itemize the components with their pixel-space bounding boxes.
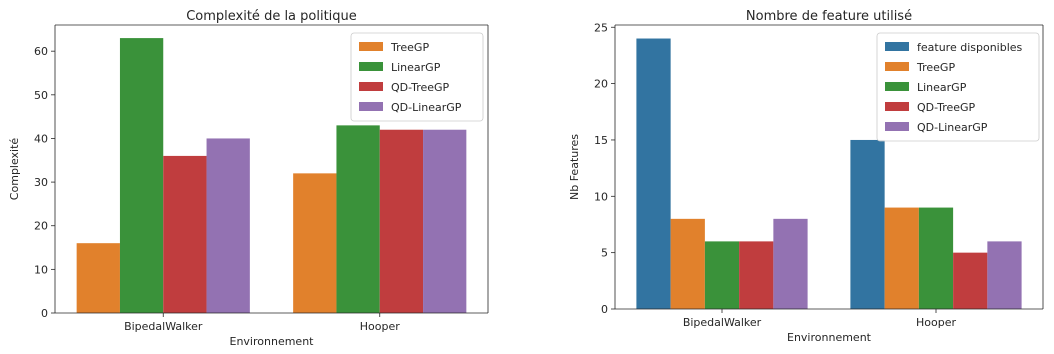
legend-label: QD-LinearGP (917, 121, 988, 134)
x-axis-label: Environnement (230, 335, 315, 348)
legend: feature disponibles TreeGP LinearGP QD-Tree… (876, 32, 1040, 142)
legend-swatch (885, 102, 909, 111)
y-tick-label: 20 (34, 220, 48, 233)
y-tick-label: 0 (601, 303, 608, 316)
legend-label: QD-LinearGP (391, 101, 462, 114)
y-tick-label: 30 (34, 176, 48, 189)
bar-treegp-hooper (293, 173, 337, 313)
legend-label: QD-TreeGP (917, 101, 976, 114)
y-axis-label: Complexité (8, 138, 21, 201)
legend-swatch (885, 42, 909, 51)
bar-qd-lineargp-hooper (423, 129, 467, 313)
x-tick-label: Hooper (916, 316, 956, 329)
bar-qd-lineargp-bipedalwalker (206, 138, 250, 313)
bar-treegp-hooper (884, 207, 919, 309)
chart-title: Complexité de la politique (186, 9, 357, 24)
bar-feature-disponibles-bipedalwalker (636, 38, 671, 310)
y-tick-label: 5 (601, 247, 608, 260)
legend-swatch (359, 82, 383, 91)
x-axis-label: Environnement (787, 331, 872, 344)
bar-lineargp-hooper (918, 207, 954, 309)
bar-qd-treegp-hooper (953, 252, 988, 309)
legend-swatch (359, 42, 383, 51)
bar-feature-disponibles-hooper (850, 139, 885, 309)
chart-features: 0 5 10 15 20 25 BipedalWalker Hooper Environneme… (568, 9, 1044, 344)
bar-qd-lineargp-hooper (987, 241, 1022, 309)
bar-qd-treegp-bipedalwalker (739, 241, 774, 309)
legend-swatch (359, 62, 383, 71)
bar-lineargp-hooper (336, 125, 380, 313)
legend: TreeGP LinearGP QD-TreeGP QD-LinearGP (350, 32, 484, 122)
y-tick-label: 20 (594, 78, 608, 91)
legend-box (350, 32, 484, 122)
bar-qd-lineargp-bipedalwalker (773, 218, 808, 309)
y-tick-label: 10 (34, 263, 48, 276)
y-tick-label: 0 (41, 307, 48, 320)
legend-label: LinearGP (917, 81, 967, 94)
bar-lineargp-bipedalwalker (704, 241, 740, 309)
legend-label: LinearGP (391, 61, 441, 74)
legend-swatch (885, 122, 909, 131)
legend-label: feature disponibles (917, 41, 1023, 54)
bar-treegp-bipedalwalker (76, 243, 120, 313)
y-tick-label: 50 (34, 89, 48, 102)
legend-label: TreeGP (916, 61, 955, 74)
x-tick-label: BipedalWalker (124, 320, 203, 333)
legend-swatch (885, 82, 909, 91)
legend-swatch (359, 102, 383, 111)
legend-box (876, 32, 1040, 142)
y-axis-label: Nb Features (568, 134, 581, 200)
bar-qd-treegp-bipedalwalker (163, 155, 207, 313)
x-tick-label: Hooper (360, 320, 400, 333)
y-tick-label: 10 (594, 190, 608, 203)
legend-label: TreeGP (390, 41, 429, 54)
y-tick-label: 25 (594, 21, 608, 34)
bar-lineargp-bipedalwalker (119, 38, 164, 313)
chart-title: Nombre de feature utilisé (746, 9, 912, 24)
y-tick-label: 60 (34, 45, 48, 58)
y-tick-label: 15 (594, 134, 608, 147)
chart-complexity: 0 10 20 30 40 50 60 BipedalWalker Hooper Environn… (8, 9, 489, 348)
bar-qd-treegp-hooper (379, 129, 424, 313)
y-tick-label: 40 (34, 132, 48, 145)
legend-label: QD-TreeGP (391, 81, 450, 94)
bar-treegp-bipedalwalker (670, 218, 705, 309)
x-tick-label: BipedalWalker (683, 316, 762, 329)
legend-swatch (885, 62, 909, 71)
